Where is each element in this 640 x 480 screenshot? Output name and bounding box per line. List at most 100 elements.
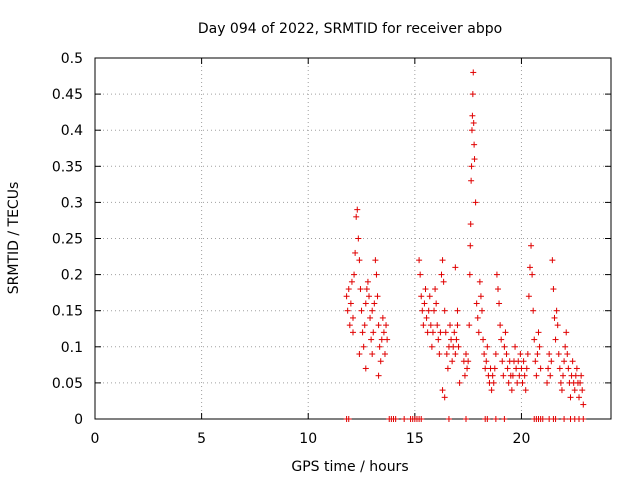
data-point — [530, 307, 537, 314]
data-point — [552, 416, 559, 422]
y-tick-label: 0.15 — [52, 304, 83, 320]
data-point — [358, 307, 365, 314]
data-point — [420, 322, 427, 329]
y-tick-label: 0.2 — [61, 268, 83, 284]
data-point — [504, 365, 511, 372]
data-point — [471, 156, 478, 163]
data-point — [363, 286, 370, 293]
data-point — [533, 372, 540, 379]
data-point — [401, 416, 408, 422]
data-point — [563, 329, 570, 336]
data-point — [535, 329, 542, 336]
data-point — [384, 336, 391, 343]
data-point — [492, 351, 499, 358]
data-point — [362, 300, 369, 307]
data-point — [493, 271, 500, 278]
data-point — [374, 293, 381, 300]
data-point — [345, 286, 352, 293]
data-point — [441, 394, 448, 401]
data-point — [482, 365, 489, 372]
data-point — [517, 351, 524, 358]
data-point — [417, 271, 424, 278]
data-point — [436, 351, 443, 358]
data-point — [509, 372, 516, 379]
data-point — [439, 257, 446, 264]
data-point — [362, 365, 369, 372]
data-point — [453, 336, 460, 343]
y-axis-label: SRMTID / TECUs — [6, 182, 22, 295]
data-point — [448, 336, 455, 343]
data-point — [475, 329, 482, 336]
data-point — [416, 257, 423, 264]
data-point — [565, 365, 572, 372]
data-point — [466, 271, 473, 278]
x-axis-label: GPS time / hours — [291, 459, 408, 475]
data-point — [359, 329, 366, 336]
data-point — [569, 358, 576, 365]
data-point — [551, 314, 558, 321]
data-point — [465, 358, 472, 365]
data-point — [497, 322, 504, 329]
data-point — [348, 278, 355, 285]
data-point — [539, 416, 546, 422]
data-point — [427, 322, 434, 329]
data-point — [554, 322, 561, 329]
y-tick-label: 0.35 — [52, 159, 83, 175]
data-point — [429, 329, 436, 336]
data-point — [375, 372, 382, 379]
data-point — [556, 365, 563, 372]
data-point — [513, 365, 520, 372]
data-point — [557, 379, 564, 386]
y-tick-label: 0.3 — [61, 195, 83, 211]
data-point — [481, 351, 488, 358]
data-point — [449, 358, 456, 365]
data-point — [479, 307, 485, 314]
data-point — [553, 307, 560, 314]
data-point — [555, 351, 562, 358]
data-point — [447, 322, 454, 329]
data-point — [524, 351, 531, 358]
data-point — [476, 278, 483, 285]
data-point — [463, 351, 470, 358]
data-point — [440, 278, 447, 285]
data-point — [519, 379, 526, 386]
data-point — [372, 257, 379, 264]
data-point — [452, 264, 459, 271]
data-point — [484, 343, 491, 350]
data-point — [343, 293, 350, 300]
data-point — [365, 293, 372, 300]
data-point — [369, 307, 376, 314]
data-point — [445, 416, 452, 422]
data-point — [508, 387, 515, 394]
data-point — [537, 365, 544, 372]
data-point — [529, 271, 536, 278]
data-point — [532, 358, 539, 365]
data-point — [461, 372, 468, 379]
data-point — [523, 365, 530, 372]
data-point — [350, 329, 356, 336]
data-point — [573, 365, 580, 372]
data-point — [379, 314, 386, 321]
data-point — [426, 293, 433, 300]
data-point — [521, 372, 528, 379]
data-point — [435, 336, 442, 343]
data-point — [444, 365, 451, 372]
y-tick-label: 0.4 — [61, 123, 83, 139]
data-point — [548, 358, 555, 365]
x-tick-label: 15 — [406, 431, 424, 447]
data-point — [438, 271, 445, 278]
data-point — [353, 213, 360, 220]
data-point — [357, 286, 364, 293]
data-point — [492, 416, 499, 422]
data-point — [464, 365, 471, 372]
data-point — [528, 242, 535, 249]
data-point — [526, 264, 533, 271]
data-point — [531, 336, 538, 343]
data-point — [356, 257, 363, 264]
data-point — [441, 307, 448, 314]
data-point — [520, 358, 527, 365]
data-point — [567, 394, 574, 401]
data-point — [350, 314, 356, 321]
data-point — [355, 235, 362, 242]
